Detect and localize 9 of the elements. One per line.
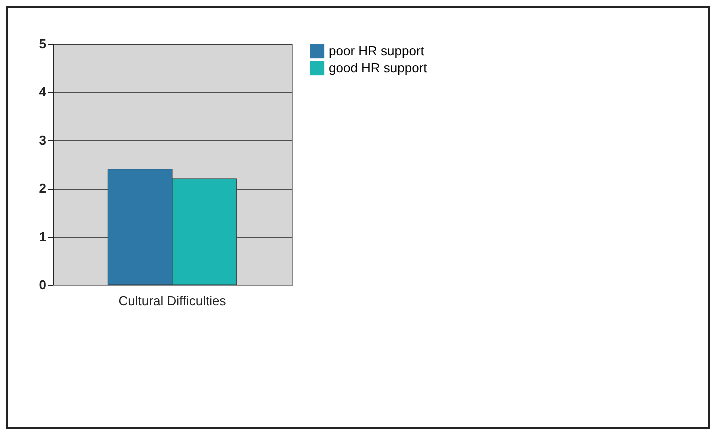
y-tick-label: 0: [39, 278, 46, 292]
y-tick-label: 2: [39, 181, 46, 196]
y-tick-label: 1: [39, 229, 46, 244]
y-tick-label: 5: [39, 36, 46, 52]
legend-label: poor HR support: [329, 44, 425, 58]
legend-label: good HR support: [329, 60, 428, 76]
x-tick-label: Cultural Difficulties: [118, 294, 227, 308]
y-tick-label: 3: [39, 132, 46, 148]
y-tick-label: 4: [39, 84, 48, 100]
